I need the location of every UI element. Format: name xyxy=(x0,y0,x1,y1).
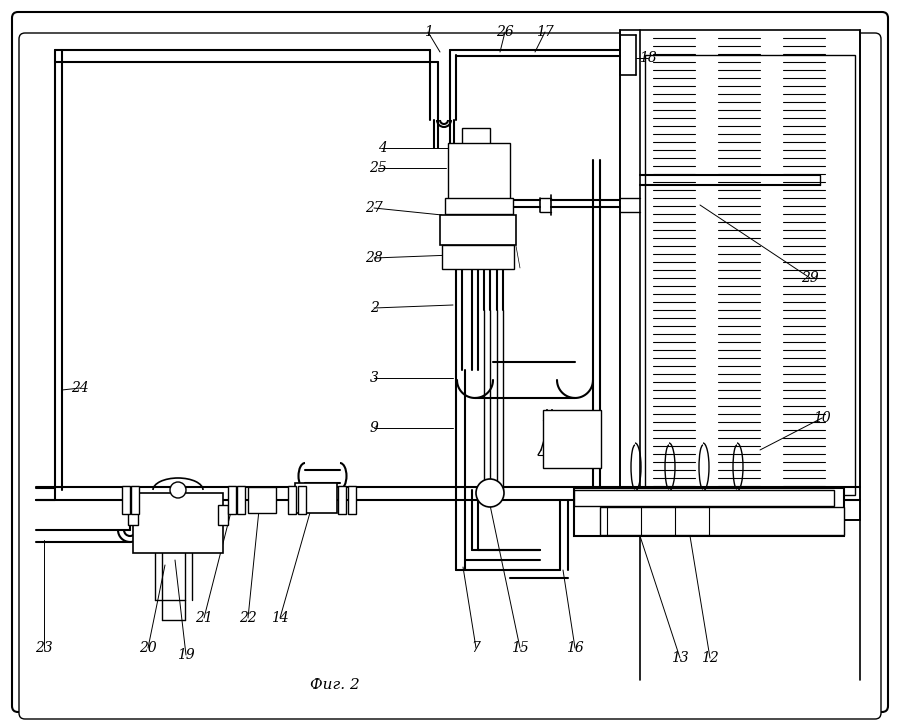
Bar xyxy=(448,143,510,201)
Text: 1: 1 xyxy=(424,25,432,39)
Bar xyxy=(122,486,130,514)
FancyBboxPatch shape xyxy=(19,33,881,719)
Text: 7: 7 xyxy=(472,641,481,655)
Circle shape xyxy=(170,482,186,498)
Bar xyxy=(348,486,356,514)
Bar xyxy=(237,486,245,514)
Text: 17: 17 xyxy=(536,25,554,39)
Text: 21: 21 xyxy=(195,611,213,625)
Bar xyxy=(462,128,490,146)
Text: 10: 10 xyxy=(813,411,831,425)
Bar xyxy=(288,486,296,514)
Text: 14: 14 xyxy=(271,611,289,625)
Bar xyxy=(440,215,516,245)
Text: 23: 23 xyxy=(35,641,53,655)
Bar xyxy=(295,483,337,513)
Text: 20: 20 xyxy=(140,641,157,655)
Circle shape xyxy=(476,479,504,507)
Text: 27: 27 xyxy=(365,201,382,215)
Bar xyxy=(131,486,139,514)
FancyBboxPatch shape xyxy=(26,26,874,698)
FancyBboxPatch shape xyxy=(12,12,888,712)
Bar xyxy=(128,505,138,525)
Bar xyxy=(543,410,601,468)
Bar xyxy=(445,198,513,214)
Bar xyxy=(133,493,223,553)
Text: 28: 28 xyxy=(365,251,382,265)
FancyBboxPatch shape xyxy=(18,18,882,706)
Text: 3: 3 xyxy=(370,371,378,385)
Text: 18: 18 xyxy=(639,51,657,65)
Bar xyxy=(298,486,306,514)
Text: 26: 26 xyxy=(496,25,514,39)
Text: 16: 16 xyxy=(566,641,584,655)
Text: 9: 9 xyxy=(370,421,378,435)
Text: 4: 4 xyxy=(378,141,386,155)
Text: 13: 13 xyxy=(671,651,688,665)
Bar xyxy=(645,55,855,495)
Bar xyxy=(574,490,834,506)
Text: 12: 12 xyxy=(701,651,719,665)
Bar xyxy=(248,487,276,513)
Text: 22: 22 xyxy=(239,611,256,625)
Text: 24: 24 xyxy=(71,381,89,395)
Bar xyxy=(228,486,236,514)
Text: 29: 29 xyxy=(801,271,819,285)
Bar xyxy=(218,505,228,525)
Text: 25: 25 xyxy=(369,161,387,175)
Bar xyxy=(600,507,844,535)
Bar xyxy=(442,245,514,269)
Bar xyxy=(620,30,860,520)
Text: Фиг. 2: Фиг. 2 xyxy=(310,678,360,692)
Text: 15: 15 xyxy=(511,641,529,655)
Text: 19: 19 xyxy=(177,648,195,662)
Bar xyxy=(574,488,844,536)
Text: 2: 2 xyxy=(370,301,378,315)
Bar xyxy=(338,486,346,514)
